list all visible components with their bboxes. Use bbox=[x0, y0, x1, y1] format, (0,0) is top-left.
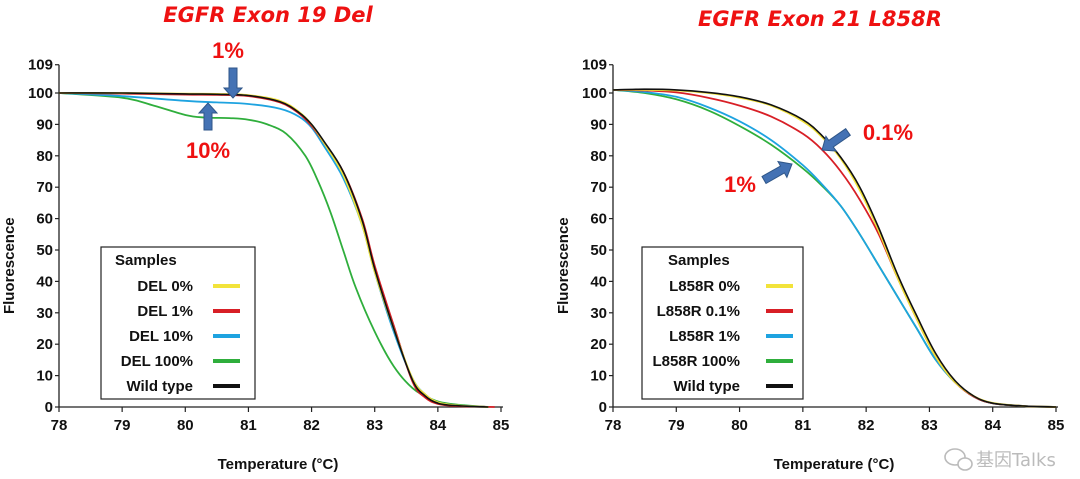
chart-exon19-del: EGFR Exon 19 Del 0 10 20 30 40 50 60 70 80 90 100 10… bbox=[1, 3, 509, 473]
x-tick-label: 81 bbox=[795, 417, 812, 434]
wechat-icon bbox=[944, 448, 973, 471]
legend-label: L858R 0% bbox=[669, 278, 740, 295]
annotation: 10% bbox=[186, 102, 230, 163]
y-tick-label: 40 bbox=[36, 273, 53, 290]
arrow-icon bbox=[761, 160, 793, 185]
y-tick-label: 70 bbox=[36, 179, 53, 196]
x-tick-label: 85 bbox=[1048, 417, 1065, 434]
y-tick-label: 80 bbox=[36, 148, 53, 165]
y-tick-label: 50 bbox=[590, 242, 607, 259]
series-line-wild-type bbox=[58, 92, 489, 408]
y-tick-label: 50 bbox=[36, 242, 53, 259]
y-tick-label: 30 bbox=[36, 305, 53, 322]
series-line-del-100- bbox=[58, 92, 489, 408]
legend-label: Wild type bbox=[126, 378, 193, 395]
legend-title: Samples bbox=[115, 252, 177, 269]
y-tick-label: 90 bbox=[36, 116, 53, 133]
legend-label: DEL 1% bbox=[137, 303, 193, 320]
annotation-label: 1% bbox=[212, 38, 244, 63]
legend-label: L858R 1% bbox=[669, 328, 740, 345]
legend-box bbox=[641, 246, 804, 400]
chart-title: EGFR Exon 19 Del bbox=[163, 3, 373, 27]
arrow-icon bbox=[821, 128, 851, 152]
x-tick-label: 82 bbox=[303, 417, 320, 434]
y-tick-label: 40 bbox=[590, 273, 607, 290]
annotation-label: 1% bbox=[724, 172, 756, 197]
legend-label: Wild type bbox=[673, 378, 740, 395]
watermark: 基因Talks bbox=[944, 448, 1056, 471]
chart-exon21-l858r: EGFR Exon 21 L858R 0 10 20 30 40 50 60 70 80 90 100… bbox=[555, 7, 1064, 473]
x-tick-label: 78 bbox=[605, 417, 622, 434]
y-tick-label: 10 bbox=[590, 368, 607, 385]
annotation: 1% bbox=[212, 38, 244, 99]
wechat-bubble-large bbox=[944, 448, 966, 466]
annotation-label: 10% bbox=[186, 138, 230, 163]
x-tick-label: 79 bbox=[668, 417, 685, 434]
legend-label: DEL 10% bbox=[129, 328, 193, 345]
x-tick-label: 80 bbox=[177, 417, 194, 434]
y-tick-label: 0 bbox=[45, 399, 53, 416]
x-tick-label: 84 bbox=[984, 417, 1001, 434]
x-tick-label: 82 bbox=[858, 417, 875, 434]
y-tick-label: 60 bbox=[590, 211, 607, 228]
x-axis-label: Temperature (°C) bbox=[218, 456, 339, 473]
y-tick-label: 80 bbox=[590, 148, 607, 165]
x-tick-label: 79 bbox=[114, 417, 131, 434]
y-tick-label: 90 bbox=[590, 116, 607, 133]
arrow-down-icon bbox=[222, 67, 244, 99]
series-line-wild-type bbox=[612, 88, 1057, 408]
arrow-up-icon bbox=[197, 102, 219, 131]
legend: Samples L858R 0% L858R 0.1% L858R 1% L858R 1… bbox=[641, 246, 804, 400]
wechat-bubble-small bbox=[957, 457, 973, 471]
legend-label: DEL 100% bbox=[121, 353, 193, 370]
y-axis-label: Fluorescence bbox=[555, 217, 572, 314]
x-tick-label: 80 bbox=[731, 417, 748, 434]
y-tick-label: 100 bbox=[582, 85, 607, 102]
x-tick-label: 85 bbox=[493, 417, 510, 434]
y-tick-label: 30 bbox=[590, 305, 607, 322]
legend-title: Samples bbox=[668, 252, 730, 269]
y-tick-label: 0 bbox=[599, 399, 607, 416]
legend: Samples DEL 0% DEL 1% DEL 10% DEL 100% Wild t… bbox=[100, 246, 256, 400]
y-tick-label: 109 bbox=[582, 57, 607, 74]
annotation: 1% bbox=[724, 160, 793, 197]
x-tick-label: 83 bbox=[921, 417, 938, 434]
x-tick-label: 84 bbox=[430, 417, 447, 434]
y-tick-label: 100 bbox=[28, 85, 53, 102]
y-tick-label: 70 bbox=[590, 179, 607, 196]
legend-label: DEL 0% bbox=[137, 278, 193, 295]
legend-box bbox=[100, 246, 256, 400]
annotation: 0.1% bbox=[821, 120, 913, 152]
y-tick-label: 20 bbox=[590, 336, 607, 353]
watermark-text: 基因Talks bbox=[976, 450, 1056, 471]
x-tick-label: 81 bbox=[240, 417, 257, 434]
y-tick-label: 60 bbox=[36, 211, 53, 228]
x-tick-label: 83 bbox=[366, 417, 383, 434]
chart-title: EGFR Exon 21 L858R bbox=[698, 7, 942, 31]
y-tick-label: 109 bbox=[28, 57, 53, 74]
legend-label: L858R 100% bbox=[652, 353, 740, 370]
y-axis-label: Fluorescence bbox=[1, 217, 18, 314]
x-tick-label: 78 bbox=[51, 417, 68, 434]
legend-label: L858R 0.1% bbox=[657, 303, 740, 320]
y-tick-label: 10 bbox=[36, 368, 53, 385]
x-axis-label: Temperature (°C) bbox=[774, 456, 895, 473]
y-tick-label: 20 bbox=[36, 336, 53, 353]
annotation-label: 0.1% bbox=[863, 120, 913, 145]
